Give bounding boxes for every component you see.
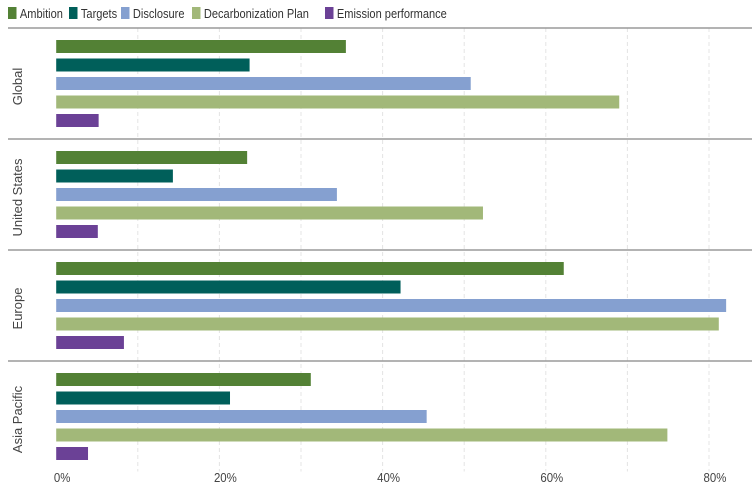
legend-label: Emission performance	[337, 5, 448, 21]
bar-decarbonization-plan	[56, 317, 719, 331]
bar-emission-performance	[56, 336, 124, 349]
bar-ambition	[56, 40, 346, 53]
bar-decarbonization-plan	[56, 428, 668, 442]
x-tick-label: 80%	[704, 470, 727, 485]
bar-decarbonization-plan	[56, 206, 483, 220]
legend-label: Disclosure	[133, 5, 185, 21]
legend-item: Decarbonization Plan	[191, 4, 309, 22]
x-tick-label: 40%	[377, 470, 400, 485]
legend-swatch	[191, 7, 201, 19]
category-label: Asia Pacific	[10, 385, 25, 453]
bar-emission-performance	[56, 114, 99, 127]
bar-ambition	[56, 151, 248, 164]
bar-disclosure	[56, 77, 471, 90]
legend-label: Ambition	[19, 5, 63, 21]
legend-item: Targets	[68, 4, 117, 22]
legend-item: Emission performance	[325, 4, 447, 22]
bar-emission-performance	[56, 447, 89, 460]
x-tick-label: 60%	[540, 470, 563, 485]
legend-swatch	[8, 7, 17, 19]
bar-disclosure	[56, 299, 727, 312]
category-label: Europe	[10, 288, 25, 330]
legend-item: Ambition	[8, 4, 63, 22]
bar-targets	[56, 169, 173, 183]
bar-targets	[56, 58, 250, 72]
bar-emission-performance	[56, 225, 98, 238]
category-label: United States	[10, 158, 25, 237]
x-tick-label: 20%	[214, 470, 237, 485]
bar-disclosure	[56, 410, 427, 423]
legend: Ambition Targets Disclosure Decarbonization…	[8, 4, 455, 22]
bar-targets	[56, 280, 401, 294]
bar-ambition	[56, 262, 564, 275]
legend-item: Disclosure	[121, 4, 185, 22]
legend-label: Targets	[80, 5, 117, 21]
category-label: Global	[10, 68, 25, 106]
x-tick-label: 0%	[54, 470, 71, 485]
bar-decarbonization-plan	[56, 95, 620, 109]
bar-ambition	[56, 373, 311, 386]
legend-swatch	[121, 7, 130, 19]
bar-disclosure	[56, 188, 337, 201]
legend-label: Decarbonization Plan	[203, 5, 309, 21]
legend-swatch	[325, 7, 334, 19]
bar-targets	[56, 391, 231, 405]
legend-swatch	[68, 7, 78, 19]
